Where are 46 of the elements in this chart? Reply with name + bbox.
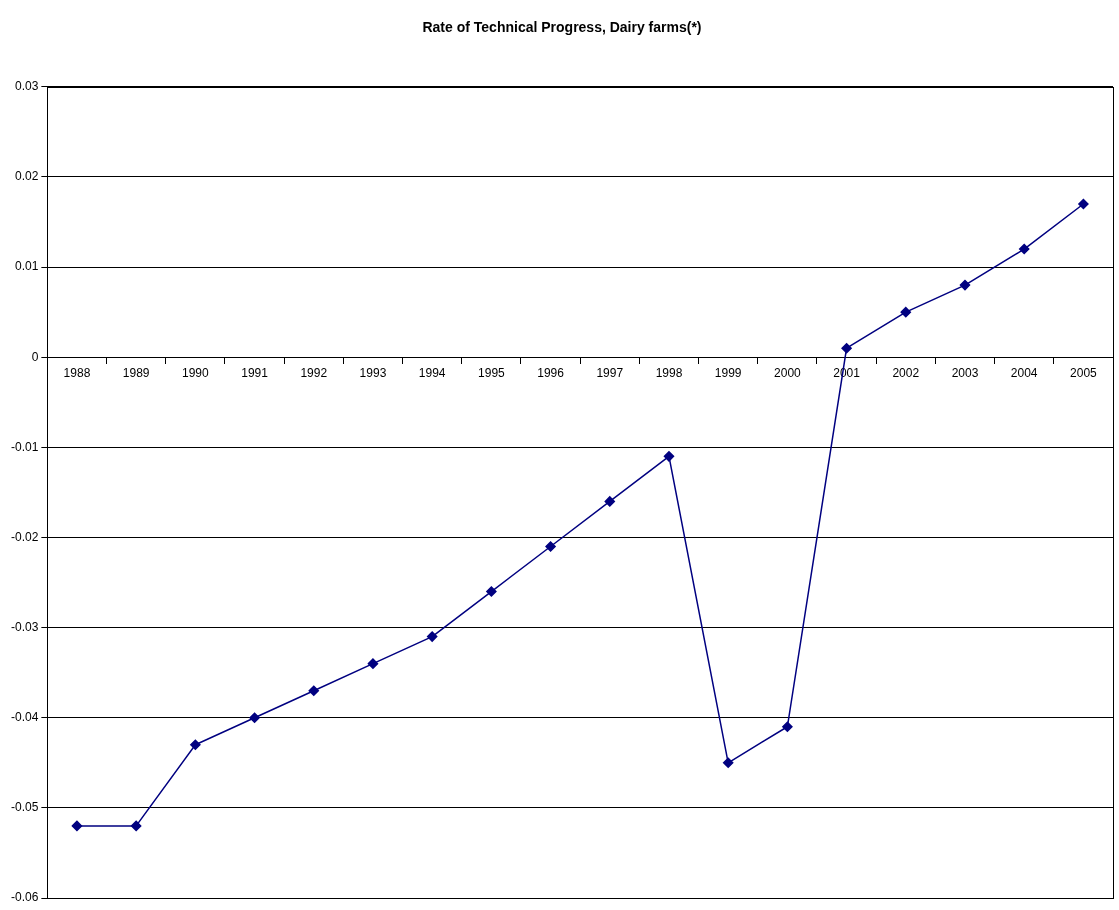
point bbox=[1018, 243, 1030, 255]
point bbox=[71, 820, 83, 832]
point bbox=[367, 658, 379, 669]
point bbox=[130, 820, 142, 832]
x-tick-label: 1992 bbox=[300, 365, 328, 380]
y-tick-label: -0.05 bbox=[10, 800, 39, 815]
x-tick-label: 1990 bbox=[182, 365, 210, 380]
point bbox=[841, 342, 852, 354]
y-tick-label: 0.02 bbox=[14, 169, 39, 184]
x-tick-label: 2003 bbox=[951, 365, 979, 380]
y-tick-label: -0.02 bbox=[10, 529, 39, 544]
point bbox=[900, 306, 912, 318]
point bbox=[545, 541, 556, 552]
chart-title: Rate of Technical Progress, Dairy farms(*) bbox=[422, 19, 702, 36]
x-tick-label: 1988 bbox=[63, 365, 91, 380]
point bbox=[604, 496, 616, 507]
y-tick-label: -0.04 bbox=[10, 710, 39, 725]
y-tick-label: 0.03 bbox=[14, 79, 39, 94]
x-tick-label: 2000 bbox=[774, 365, 802, 380]
y-tick-label: 0.01 bbox=[14, 259, 39, 274]
x-tick-label: 2005 bbox=[1070, 365, 1098, 380]
x-tick-label: 1997 bbox=[596, 365, 624, 380]
x-tick-label: 2002 bbox=[892, 365, 920, 380]
x-tick-label: 1998 bbox=[655, 365, 683, 380]
point bbox=[190, 739, 201, 751]
x-tick-label: 1989 bbox=[122, 365, 150, 380]
point bbox=[308, 685, 320, 696]
point bbox=[426, 631, 438, 642]
y-tick-label: -0.03 bbox=[10, 619, 39, 634]
point bbox=[663, 451, 675, 462]
x-tick-label: 1999 bbox=[714, 365, 742, 380]
x-tick-label: 1991 bbox=[241, 365, 269, 380]
y-tick-label: 0 bbox=[31, 349, 39, 364]
x-tick-label: 1994 bbox=[418, 365, 446, 380]
x-tick-label: 1995 bbox=[478, 365, 506, 380]
x-tick-label: 1996 bbox=[537, 365, 565, 380]
x-tick-label: 2004 bbox=[1010, 365, 1038, 380]
point bbox=[486, 586, 497, 597]
point bbox=[722, 757, 734, 769]
point bbox=[782, 721, 793, 732]
point bbox=[1078, 198, 1089, 210]
y-tick-label: -0.01 bbox=[10, 439, 39, 454]
x-tick-label: 1993 bbox=[359, 365, 387, 380]
y-tick-label: -0.06 bbox=[10, 890, 39, 905]
point bbox=[959, 279, 971, 291]
point bbox=[249, 712, 260, 723]
